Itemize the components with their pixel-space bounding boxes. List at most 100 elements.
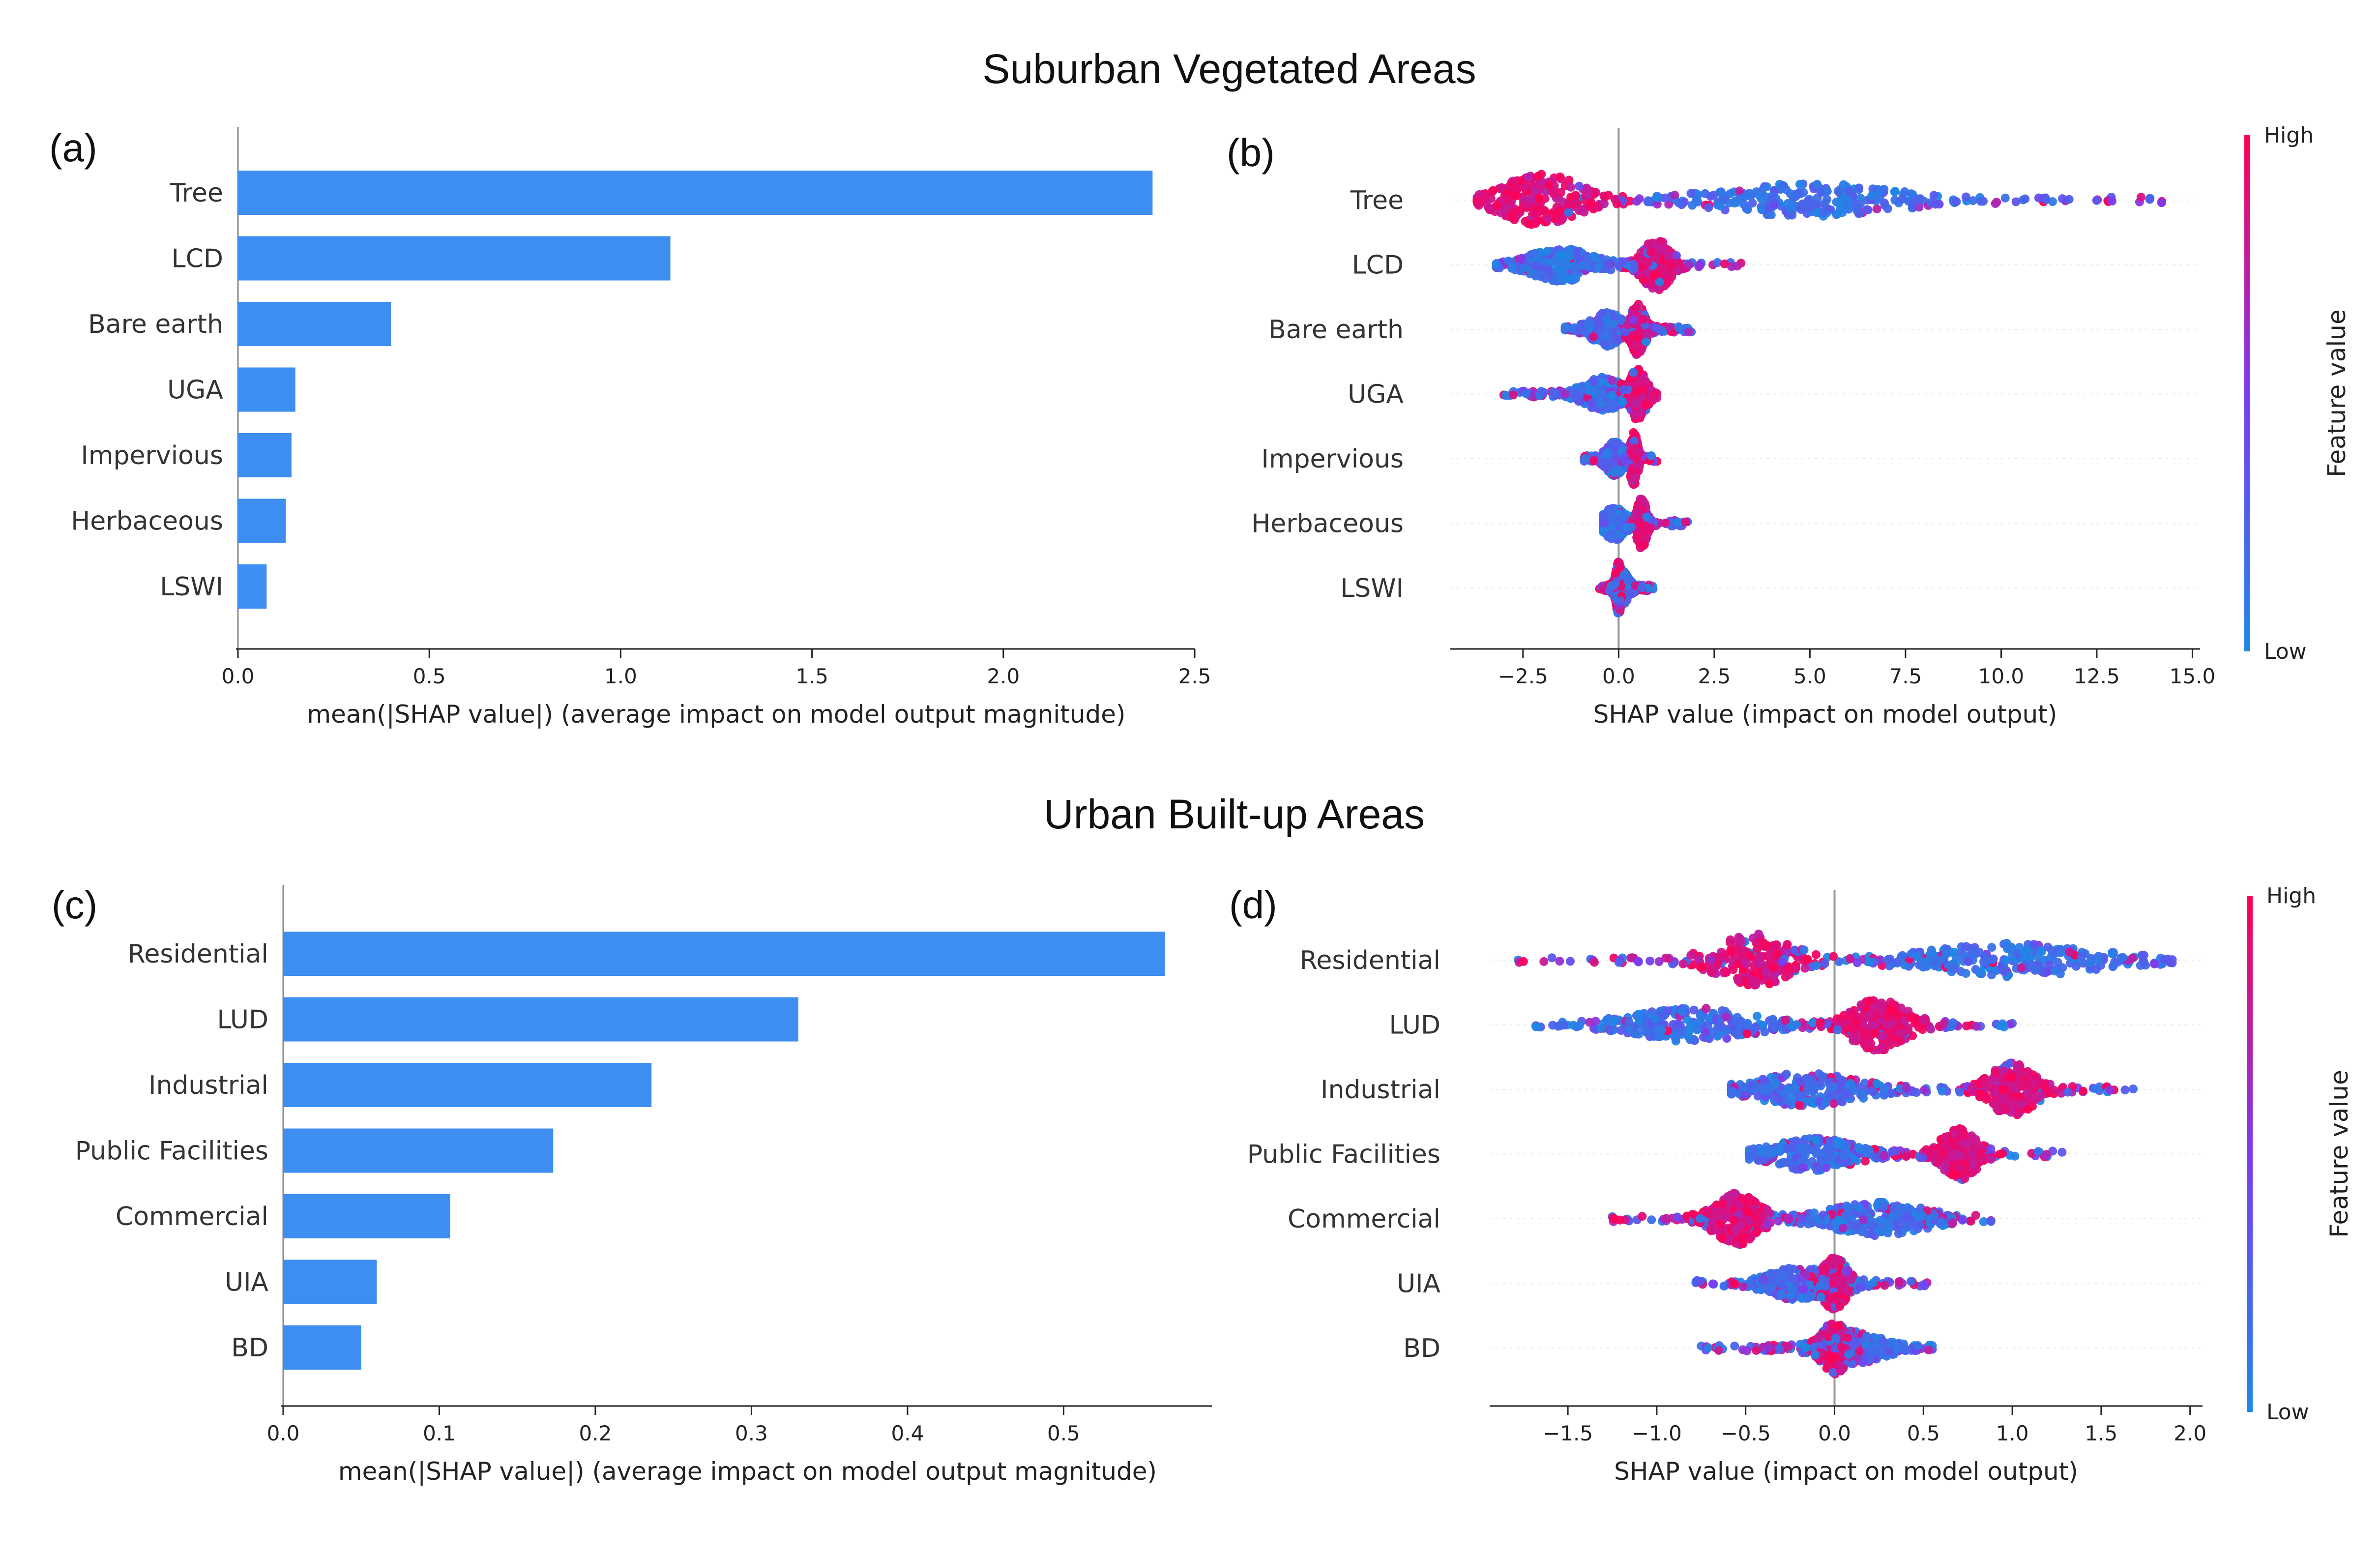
swarm-point-lud bbox=[1946, 1022, 1956, 1031]
swarm-point-tree bbox=[1524, 173, 1533, 182]
swarm-point-residential bbox=[1799, 945, 1809, 955]
swarm-point-tree bbox=[1868, 184, 1878, 194]
swarm-point-lcd bbox=[1558, 251, 1567, 260]
swarm-point-tree bbox=[2136, 193, 2145, 202]
swarm-point-tree bbox=[1587, 198, 1596, 207]
swarm-point-lud bbox=[1770, 1023, 1779, 1032]
swarm-point-tree bbox=[1632, 197, 1641, 206]
swarm-point-residential bbox=[1645, 956, 1655, 966]
swarm-point-impervious bbox=[1589, 456, 1598, 465]
swarm-point-residential bbox=[1547, 953, 1557, 963]
x-axis-title: mean(|SHAP value|) (average impact on mo… bbox=[307, 700, 1125, 729]
swarm-point-bare-earth bbox=[1652, 323, 1661, 333]
swarm-point-residential bbox=[2085, 958, 2094, 968]
swarm-point-tree bbox=[1733, 198, 1742, 207]
feature-label-tree: Tree bbox=[1350, 186, 1404, 215]
swarm-point-tree bbox=[1686, 189, 1696, 198]
swarm-point-lcd bbox=[1562, 260, 1571, 269]
swarm-point-residential bbox=[1783, 940, 1792, 949]
swarm-point-tree bbox=[1890, 187, 1899, 197]
x-tick-label: 7.5 bbox=[1889, 664, 1922, 688]
swarm-point-uga bbox=[1641, 401, 1650, 410]
colorbar-title: Feature value bbox=[2322, 309, 2351, 477]
swarm-point-residential bbox=[2031, 966, 2041, 974]
swarm-point-residential bbox=[1912, 952, 1922, 961]
swarm-point-residential bbox=[1776, 965, 1785, 974]
swarm-point-residential bbox=[1964, 957, 1973, 967]
swarm-point-residential bbox=[1614, 958, 1623, 967]
swarm-point-lcd bbox=[1573, 247, 1582, 257]
swarm-point-lcd bbox=[1653, 241, 1662, 251]
swarm-point-residential bbox=[2150, 959, 2159, 968]
x-tick-label: 0.0 bbox=[1602, 664, 1635, 688]
swarm-point-lswi bbox=[1637, 583, 1646, 592]
swarm-point-bare-earth bbox=[1598, 309, 1607, 318]
swarm-point-lcd bbox=[1636, 248, 1645, 257]
swarm-point-tree bbox=[1556, 172, 1565, 181]
swarm-point-residential bbox=[2166, 958, 2175, 967]
swarm-point-residential bbox=[1706, 955, 1715, 964]
swarm-point-tree bbox=[1794, 188, 1804, 197]
x-tick-label: 15.0 bbox=[2170, 664, 2216, 688]
swarm-point-residential bbox=[1734, 976, 1743, 985]
swarm-point-tree bbox=[1726, 189, 1735, 198]
swarm-point-residential bbox=[1634, 957, 1643, 966]
swarm-point-lud bbox=[1702, 1004, 1711, 1013]
swarm-point-tree bbox=[1839, 180, 1848, 189]
swarm-point-impervious bbox=[1581, 454, 1590, 463]
swarm-point-bare-earth bbox=[1580, 326, 1588, 336]
swarm-point-lud bbox=[1866, 1039, 1876, 1048]
swarm-point-uga bbox=[1635, 386, 1644, 395]
swarm-point-residential bbox=[2077, 951, 2086, 961]
swarm-point-lud bbox=[1808, 1018, 1817, 1027]
swarm-point-tree bbox=[1786, 189, 1795, 198]
swarm-point-residential bbox=[1722, 968, 1731, 977]
swarm-point-lcd bbox=[1664, 252, 1673, 261]
swarm-point-residential bbox=[2091, 965, 2101, 974]
panel-label-a: (a) bbox=[49, 126, 97, 170]
swarm-point-uga bbox=[1577, 384, 1587, 394]
swarm-point-lswi bbox=[1616, 596, 1625, 606]
swarm-point-tree bbox=[1814, 200, 1823, 209]
swarm-point-residential bbox=[2043, 942, 2053, 952]
swarm-point-lcd bbox=[1555, 265, 1564, 274]
swarm-point-residential bbox=[1590, 958, 1599, 967]
swarm-point-lud bbox=[1870, 1021, 1879, 1030]
swarm-point-lcd bbox=[1530, 249, 1539, 258]
swarm-point-lud bbox=[1886, 1005, 1896, 1015]
category-label-impervious: Impervious bbox=[81, 441, 223, 470]
swarm-point-lud bbox=[1752, 1011, 1762, 1021]
swarm-point-bare-earth bbox=[1674, 323, 1683, 332]
swarm-point-residential bbox=[2050, 967, 2059, 976]
swarm-point-lswi bbox=[1611, 568, 1620, 578]
swarm-point-herbaceous bbox=[1681, 517, 1690, 527]
swarm-point-tree bbox=[2064, 195, 2074, 204]
swarm-point-residential bbox=[1820, 959, 1829, 968]
swarm-point-lud bbox=[1625, 1025, 1634, 1034]
x-axis-title: SHAP value (impact on model output) bbox=[1593, 700, 2057, 729]
swarm-point-tree bbox=[1909, 199, 1918, 208]
swarm-point-tree bbox=[1515, 206, 1525, 215]
swarm-point-uga bbox=[1522, 389, 1531, 398]
swarm-point-uga bbox=[1596, 399, 1606, 408]
swarm-point-residential bbox=[1736, 947, 1745, 957]
swarm-point-residential bbox=[1999, 967, 2009, 976]
swarm-point-lud bbox=[1781, 1016, 1790, 1025]
category-label-lswi: LSWI bbox=[160, 572, 223, 602]
swarm-point-tree bbox=[1976, 197, 1985, 206]
swarm-point-residential bbox=[2137, 950, 2146, 960]
swarm-point-lud bbox=[1877, 998, 1886, 1008]
swarm-point-tree bbox=[1709, 190, 1718, 200]
swarm-point-residential bbox=[2118, 953, 2127, 962]
swarm-point-lud bbox=[1886, 1040, 1895, 1050]
swarm-point-residential bbox=[1772, 949, 1782, 958]
feature-label-impervious: Impervious bbox=[1262, 444, 1404, 474]
swarm-point-impervious bbox=[1620, 456, 1629, 466]
swarm-point-tree bbox=[1534, 194, 1544, 203]
swarm-point-tree bbox=[1644, 197, 1653, 206]
swarm-point-residential bbox=[1707, 968, 1716, 977]
swarm-point-tree bbox=[1539, 205, 1549, 215]
x-tick-label: 0.5 bbox=[413, 664, 446, 688]
swarm-point-tree bbox=[2000, 193, 2010, 203]
